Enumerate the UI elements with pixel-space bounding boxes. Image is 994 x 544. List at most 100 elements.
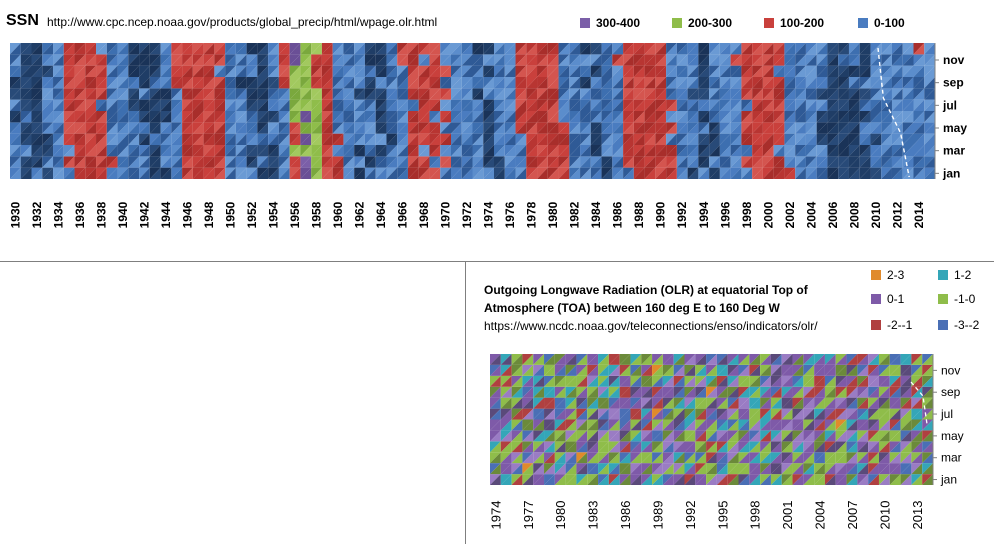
ssn-heat-cell	[633, 167, 645, 179]
ssn-heat-cell	[375, 156, 387, 168]
ssn-heat-cell	[300, 167, 312, 179]
ssn-heat-cell	[364, 145, 376, 157]
ssn-heat-cell	[741, 65, 753, 77]
ssn-heat-cell	[601, 111, 613, 123]
ssn-heat-cell	[870, 156, 882, 168]
ssn-heat-cell	[612, 122, 624, 134]
olr-heat-cell	[868, 397, 879, 409]
ssn-heat-cell	[816, 54, 828, 66]
olr-heat-cell	[490, 452, 501, 464]
ssn-heat-cell	[752, 111, 763, 123]
ssn-heat-cell	[278, 43, 290, 55]
ssn-heat-cell	[773, 54, 785, 66]
olr-heat-cell	[900, 354, 912, 365]
ssn-heat-cell	[85, 99, 97, 111]
ssn-heat-cell	[440, 111, 451, 123]
ssn-heat-cell	[913, 77, 925, 89]
ssn-heat-cell	[203, 99, 215, 111]
ssn-heat-cell	[257, 167, 269, 179]
ssn-heat-cell	[590, 77, 602, 89]
olr-heat-cell	[522, 452, 534, 464]
olr-heat-cell	[587, 408, 599, 420]
ssn-heat-cell	[795, 145, 806, 157]
olr-heat-cell	[760, 386, 771, 398]
olr-heat-cell	[835, 441, 847, 453]
ssn-heat-cell	[171, 54, 183, 66]
ssn-heat-cell	[246, 111, 258, 123]
ssn-heat-cell	[515, 167, 527, 179]
ssn-heat-cell	[257, 133, 269, 145]
ssn-heat-cell	[53, 167, 64, 179]
ssn-heat-cell	[117, 156, 129, 168]
chart-subtitle-olr-url: https://www.ncdc.noaa.gov/teleconnection…	[484, 319, 818, 333]
ssn-heat-cell	[558, 43, 570, 55]
ssn-heat-cell	[526, 111, 538, 123]
ssn-heat-cell	[580, 43, 591, 55]
olr-heat-cell	[598, 463, 609, 475]
olr-heat-cell	[749, 364, 761, 376]
ssn-heat-cell	[235, 99, 247, 111]
ssn-heat-cell	[74, 65, 86, 77]
ssn-heat-cell	[644, 77, 656, 89]
ssn-heat-cell	[730, 43, 742, 55]
ssn-heat-cell	[235, 77, 247, 89]
ssn-heat-cell	[42, 111, 54, 123]
ssn-heat-cell	[311, 156, 322, 168]
ssn-heat-cell	[784, 145, 796, 157]
ssn-heat-cell	[730, 77, 742, 89]
ssn-heat-cell	[343, 145, 355, 157]
olr-heat-cell	[706, 408, 717, 420]
ssn-heat-cell	[214, 111, 226, 123]
ssn-heat-cell	[343, 77, 355, 89]
ssn-heat-cell	[20, 122, 32, 134]
ssn-heat-cell	[117, 99, 129, 111]
ssn-heat-cell	[902, 77, 914, 89]
ssn-heat-cell	[913, 99, 925, 111]
ssn-heat-cell	[795, 167, 806, 179]
ssn-heat-cell	[375, 88, 387, 100]
olr-heat-cell	[922, 408, 933, 420]
ssn-heat-cell	[311, 54, 322, 66]
ssn-heat-cell	[795, 77, 806, 89]
ssn-heat-cell	[612, 65, 624, 77]
ssn-heat-cell	[709, 145, 720, 157]
ssn-heat-cell	[375, 122, 387, 134]
ssn-heat-cell	[709, 111, 720, 123]
ssn-heat-cell	[698, 156, 710, 168]
ssn-heat-cell	[795, 54, 806, 66]
olr-heat-cell	[695, 364, 707, 376]
ssn-heat-cell	[859, 145, 871, 157]
olr-heat-cell	[749, 419, 761, 431]
ssn-heat-cell	[569, 43, 581, 55]
olr-heat-cell	[608, 430, 620, 442]
ssn-heat-cell	[375, 99, 387, 111]
olr-heat-cell	[922, 375, 933, 387]
ssn-heat-cell	[504, 133, 516, 145]
ssn-heat-cell	[504, 111, 516, 123]
ssn-heat-cell	[397, 65, 408, 77]
ssn-x-tick-label: 1988	[632, 201, 646, 228]
ssn-heat-cell	[676, 122, 688, 134]
ssn-heat-cell	[623, 43, 634, 55]
olr-heat-cell	[533, 375, 545, 387]
ssn-heat-cell	[117, 54, 129, 66]
ssn-heat-cell	[719, 77, 731, 89]
olr-heat-cell	[814, 397, 825, 409]
ssn-heat-cell	[106, 111, 118, 123]
ssn-heat-cell	[117, 111, 129, 123]
olr-heat-cell	[500, 364, 512, 376]
ssn-heat-cell	[85, 111, 97, 123]
ssn-heat-cell	[483, 156, 495, 168]
ssn-heat-cell	[214, 54, 226, 66]
ssn-heat-cell	[332, 122, 344, 134]
ssn-heat-cell	[784, 133, 796, 145]
olr-heat-cell	[565, 463, 577, 475]
ssn-heat-cell	[343, 167, 355, 179]
olr-heat-cell	[868, 430, 879, 442]
ssn-heat-cell	[483, 99, 495, 111]
ssn-heat-cell	[429, 99, 441, 111]
ssn-heat-cell	[547, 156, 559, 168]
olr-heat-cell	[738, 386, 750, 398]
ssn-heat-cell	[397, 167, 408, 179]
olr-heat-cell	[727, 397, 739, 409]
